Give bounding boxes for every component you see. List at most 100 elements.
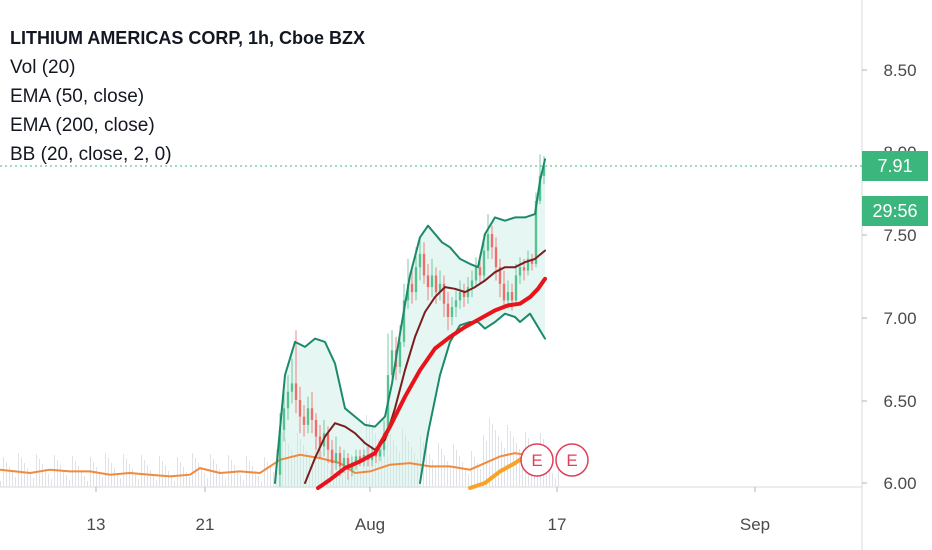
- candle-body: [434, 275, 438, 293]
- volume-bar: [552, 473, 553, 487]
- volume-bar: [333, 447, 334, 487]
- volume-bar: [420, 436, 421, 487]
- candle-body: [298, 400, 302, 417]
- volume-bar: [288, 444, 289, 487]
- volume-bar: [60, 465, 61, 487]
- volume-bar: [252, 466, 253, 487]
- volume-bar: [468, 474, 469, 487]
- volume-bar: [507, 425, 508, 487]
- volume-bar: [510, 431, 511, 487]
- volume-bar: [117, 473, 118, 487]
- candle-body: [294, 383, 298, 400]
- volume-bar: [489, 418, 490, 487]
- volume-bar: [426, 448, 427, 487]
- legend-ema200[interactable]: EMA (200, close): [10, 115, 155, 136]
- volume-bar: [93, 462, 94, 487]
- volume-bar: [96, 467, 97, 487]
- candle-body: [522, 267, 526, 271]
- volume-bar: [390, 434, 391, 487]
- volume-bar: [327, 464, 328, 487]
- volume-bar: [432, 460, 433, 487]
- volume-bar: [24, 463, 25, 487]
- volume-bar: [249, 461, 250, 487]
- legend-bb[interactable]: BB (20, close, 2, 0): [10, 144, 172, 165]
- chart-legend: LITHIUM AMERICAS CORP, 1h, Cboe BZX Vol …: [10, 24, 365, 169]
- volume-ma-line: [0, 452, 526, 478]
- volume-bar: [195, 458, 196, 487]
- volume-bar: [105, 453, 106, 487]
- volume-bar: [135, 474, 136, 487]
- candle-body: [378, 449, 382, 457]
- bar-countdown-label: 29:56: [862, 196, 928, 226]
- volume-bar: [414, 453, 415, 487]
- candle-body: [422, 253, 426, 276]
- candle-body: [542, 165, 546, 176]
- volume-bar: [399, 452, 400, 487]
- candle-body: [510, 292, 514, 301]
- volume-bar: [297, 433, 298, 487]
- volume-bar: [378, 439, 379, 487]
- volume-bar: [69, 480, 70, 487]
- candle-body: [526, 258, 530, 271]
- candle-body: [514, 275, 518, 301]
- volume-bar: [441, 449, 442, 487]
- candle-body: [310, 408, 314, 420]
- candle-body: [354, 456, 358, 464]
- volume-bar: [456, 450, 457, 487]
- candle-body: [338, 453, 342, 467]
- candle-body: [458, 292, 462, 301]
- ema200-line[interactable]: [468, 452, 529, 490]
- candle-body: [334, 453, 338, 464]
- volume-bar: [462, 462, 463, 487]
- volume-bar: [57, 460, 58, 487]
- candle-body: [426, 275, 430, 288]
- volume-bar: [183, 467, 184, 487]
- legend-ema50[interactable]: EMA (50, close): [10, 86, 145, 107]
- volume-bar: [42, 464, 43, 487]
- candle-body: [482, 250, 486, 276]
- volume-bar: [300, 439, 301, 487]
- volume-bar: [366, 415, 367, 487]
- volume-bar: [555, 478, 556, 487]
- candle-body: [414, 267, 418, 293]
- earnings-marker[interactable]: [555, 443, 589, 477]
- volume-bar: [78, 466, 79, 487]
- candle-body: [450, 307, 454, 317]
- candle-body: [454, 300, 458, 308]
- candle-body: [282, 408, 286, 430]
- x-tick-label: 13: [87, 515, 106, 534]
- candle-body: [462, 292, 466, 298]
- volume-bar: [18, 453, 19, 487]
- ema50-line[interactable]: [316, 276, 547, 490]
- x-tick-label: 21: [196, 515, 215, 534]
- candle-body: [438, 283, 442, 293]
- bb-upper-line[interactable]: [274, 158, 546, 484]
- candle-body: [446, 303, 450, 317]
- symbol-title[interactable]: LITHIUM AMERICAS CORP, 1h, Cboe BZX: [10, 28, 366, 48]
- volume-bar: [138, 479, 139, 487]
- volume-bar: [63, 470, 64, 487]
- volume-bar: [216, 464, 217, 487]
- volume-bar: [66, 475, 67, 487]
- candle-body: [314, 419, 318, 437]
- bb-basis-line[interactable]: [304, 249, 546, 484]
- candle-body: [410, 283, 414, 293]
- volume-bar: [108, 458, 109, 487]
- candle-body: [318, 436, 322, 447]
- volume-bar: [180, 462, 181, 487]
- volume-bar: [123, 454, 124, 487]
- volume-bar: [360, 472, 361, 487]
- bb-lower-line[interactable]: [419, 312, 546, 484]
- volume-bar: [171, 476, 172, 487]
- volume-bar: [39, 459, 40, 487]
- earnings-marker[interactable]: [520, 443, 554, 477]
- y-tick-label: 6.50: [883, 392, 916, 411]
- volume-bar: [465, 468, 466, 487]
- legend-vol[interactable]: Vol (20): [10, 57, 76, 78]
- y-tick-label: 8.50: [883, 61, 916, 80]
- volume-bar: [294, 456, 295, 487]
- volume-bar: [549, 468, 550, 487]
- volume-bar: [102, 477, 103, 487]
- volume-bar: [3, 457, 4, 487]
